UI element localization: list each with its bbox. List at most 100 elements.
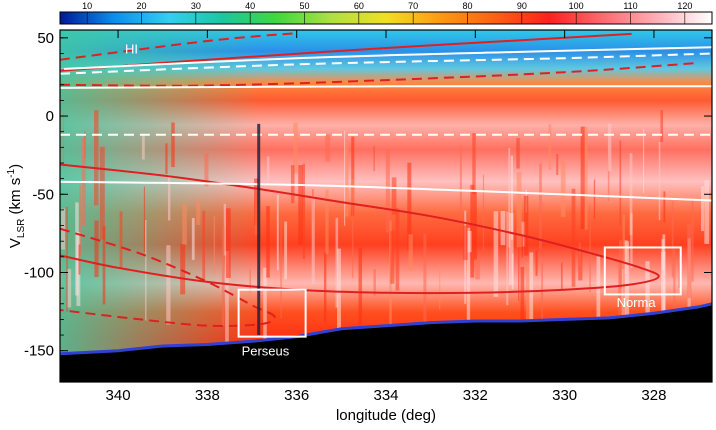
box-norma <box>603 246 682 296</box>
heatmap-streak <box>678 262 680 288</box>
colorbar-tick-label: 30 <box>191 1 201 11</box>
heatmap-streak <box>171 122 175 168</box>
colorbar-tick-label: 10 <box>82 1 92 11</box>
heatmap-streak <box>482 174 485 252</box>
heatmap-streak <box>166 245 171 325</box>
heatmap-streak <box>337 248 341 340</box>
y-axis-label-sub: LSR <box>16 219 27 238</box>
heatmap-streak <box>298 165 303 245</box>
y-tick-label: -150 <box>24 343 54 360</box>
heatmap-streak <box>67 268 72 308</box>
curve-dashed-top <box>60 32 297 61</box>
heatmap-streak <box>225 251 229 350</box>
y-tick-label: -100 <box>24 264 54 281</box>
heatmap-streak <box>182 204 187 246</box>
colorbar-tick-label: 40 <box>245 1 255 11</box>
heatmap-streak <box>521 221 526 247</box>
y-axis-label-unit: (km s <box>7 178 24 219</box>
curve-white-solid-2 <box>60 85 712 89</box>
heatmap-streak <box>280 219 282 319</box>
heatmap-streak <box>266 206 270 278</box>
heatmap-streak <box>79 185 81 256</box>
colorbar-ticks: 10 20 30 40 50 60 70 80 90 100 110 120 <box>82 1 692 24</box>
heatmap-streak <box>493 211 499 297</box>
heatmap-streak <box>284 221 288 280</box>
heatmap-streak <box>560 262 563 290</box>
heatmap-streak <box>249 269 251 293</box>
heatmap-streak <box>385 149 390 233</box>
y-tick-label: -50 <box>32 186 54 203</box>
heatmap-streak <box>373 146 375 172</box>
heatmap-streak <box>475 257 480 280</box>
heatmap-streak <box>643 128 645 193</box>
heatmap-streak <box>202 210 206 282</box>
box-perseus <box>237 288 307 338</box>
colorbar-tick-label: 70 <box>408 1 418 11</box>
emission-floor-edge <box>60 302 712 356</box>
heatmap-streak <box>508 148 511 248</box>
heatmap-streak <box>62 110 65 169</box>
perseus-spike <box>257 123 261 336</box>
curve-white-solid-3 <box>60 180 712 202</box>
heatmap-streak <box>395 208 400 291</box>
heatmap-streak <box>408 234 413 271</box>
heatmap-streak <box>687 223 692 299</box>
colorbar-tick-label: 20 <box>136 1 146 11</box>
heatmap-streak <box>276 195 279 271</box>
heatmap-streak <box>607 123 612 172</box>
heatmap-streak <box>180 244 186 295</box>
curve-dashed-lower <box>60 227 276 328</box>
region-boxes <box>237 246 682 338</box>
y-axis: 50 0 -50 -100 -150 <box>24 30 712 367</box>
model-curves <box>60 32 712 336</box>
heatmap-streak <box>94 110 99 206</box>
heatmap-streak <box>204 153 209 187</box>
heatmap-streak <box>225 208 231 278</box>
heatmap-streak <box>221 226 225 326</box>
heatmap-streak <box>439 262 441 310</box>
y-tick-label: 0 <box>46 108 54 125</box>
colorbar-tick-label: 90 <box>517 1 527 11</box>
heatmap-streak <box>423 233 427 339</box>
heatmap-streak <box>167 174 171 221</box>
heatmap-streak <box>506 211 509 306</box>
heatmap-streak <box>578 242 581 267</box>
heatmap-streak <box>622 214 625 323</box>
heatmap-streak <box>463 225 468 260</box>
colorbar-tick-label: 100 <box>569 1 584 11</box>
heatmap-streak <box>293 122 298 174</box>
heatmap-streak <box>141 134 145 160</box>
heatmap-streak <box>645 261 650 323</box>
heatmap-streak <box>607 153 610 202</box>
heatmap-streak <box>658 141 661 220</box>
heatmap-streak <box>94 220 99 278</box>
heatmap-streak <box>593 179 596 219</box>
annotation-hi: HI <box>125 41 138 56</box>
heatmap-left-band <box>60 30 260 382</box>
heatmap-streak <box>521 236 523 258</box>
heatmap-streak <box>323 251 327 323</box>
y-axis-label-exp: -1 <box>6 168 17 177</box>
heatmap-streak <box>470 184 475 278</box>
y-axis-label-close: ) <box>7 164 24 169</box>
heatmap-streak <box>344 130 346 226</box>
heatmap-streak <box>589 204 591 293</box>
heatmap-streak <box>351 198 354 278</box>
heatmap-streak <box>358 248 363 326</box>
colorbar-tick-label: 60 <box>354 1 364 11</box>
heatmap-streak <box>541 262 544 354</box>
heatmap-streak <box>60 257 62 304</box>
annotations: HI Norma Perseus <box>125 41 656 358</box>
curve-dashed-mid <box>60 61 699 87</box>
heatmap-streak <box>520 266 525 364</box>
x-tick-label: 334 <box>373 387 398 404</box>
annotation-perseus: Perseus <box>242 343 290 358</box>
heatmap-streak <box>624 240 628 279</box>
heatmap-streak <box>325 134 331 162</box>
heatmap-streak <box>390 231 395 284</box>
heatmap-streak <box>691 200 694 282</box>
curve-solid-ring <box>60 163 660 295</box>
heatmap-streak <box>660 110 664 143</box>
heatmap-streak <box>191 217 195 260</box>
heatmap-streak <box>618 253 622 339</box>
